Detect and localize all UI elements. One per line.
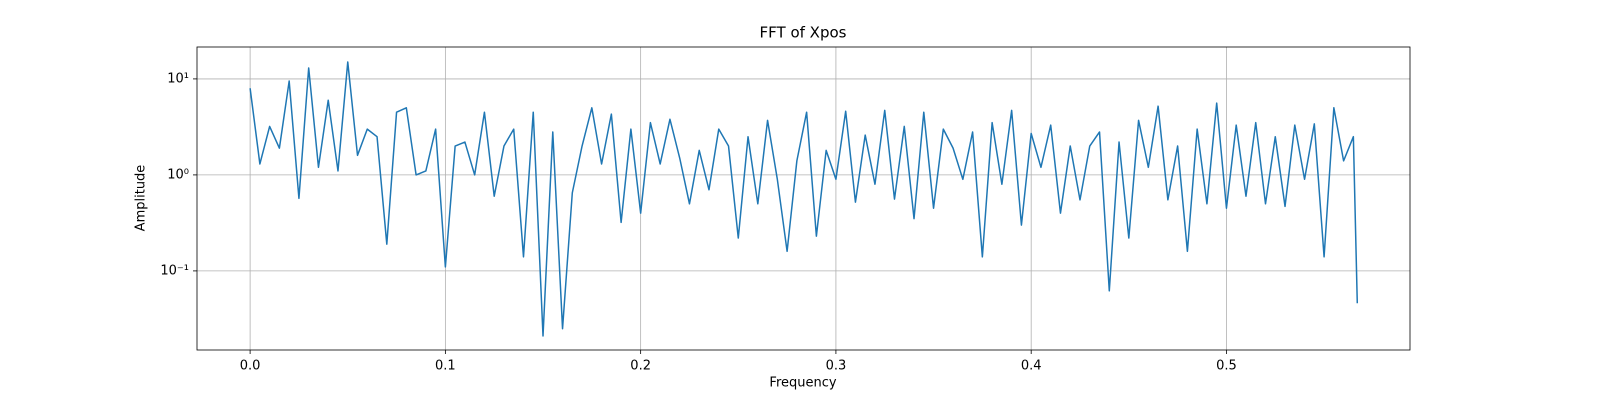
x-tick-label: 0.2	[630, 359, 651, 374]
chart-title: FFT of Xpos	[760, 24, 847, 42]
x-tick-label: 0.0	[240, 359, 261, 374]
plot-frame	[196, 46, 1411, 351]
x-tick-label: 0.1	[435, 359, 456, 374]
y-tick-label: 10¹	[167, 71, 189, 86]
data-line	[249, 61, 1359, 337]
x-tick-label: 0.4	[1021, 359, 1042, 374]
x-tick-label: 0.5	[1216, 359, 1237, 374]
y-axis-label: Amplitude	[134, 165, 149, 232]
y-tick-label: 10⁰	[167, 167, 189, 182]
x-axis-label: Frequency	[769, 376, 836, 391]
y-tick-label: 10⁻¹	[160, 263, 189, 278]
x-tick-label: 0.3	[826, 359, 847, 374]
